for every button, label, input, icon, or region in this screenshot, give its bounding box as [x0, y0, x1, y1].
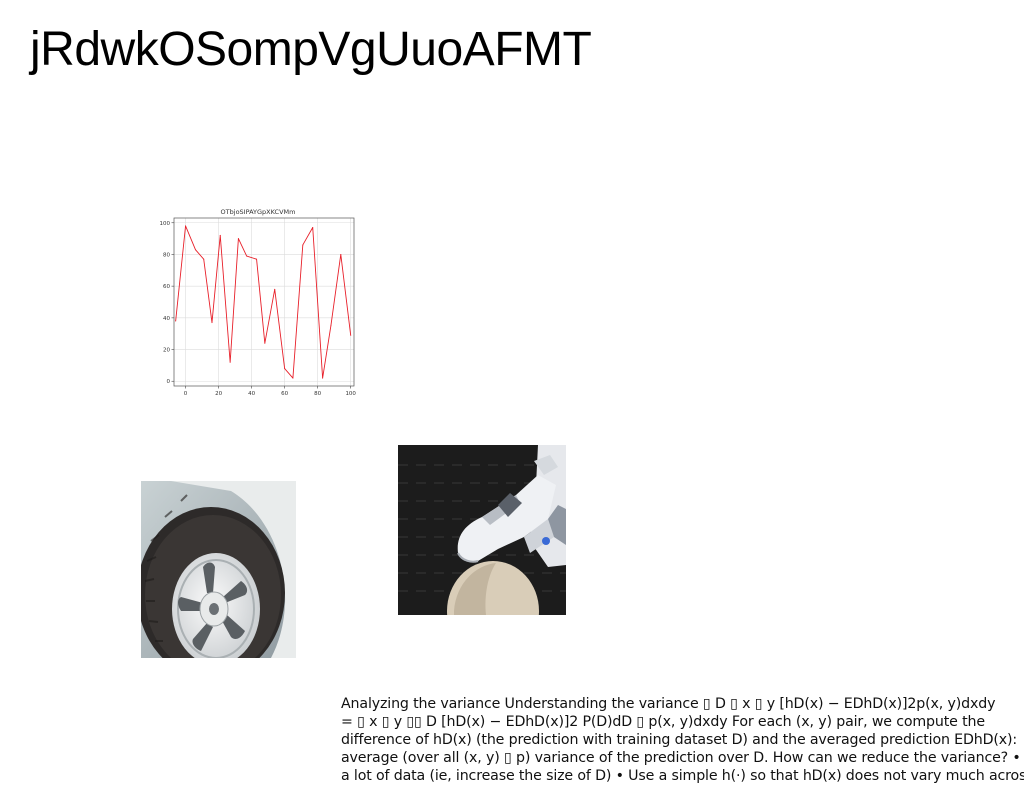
car-tire-image: [141, 481, 296, 658]
data-point: [219, 234, 221, 236]
y-tick-label: 0: [167, 379, 171, 385]
y-tick-label: 60: [163, 284, 170, 290]
x-tick-label: 80: [314, 391, 321, 397]
x-tick-label: 40: [248, 391, 255, 397]
x-tick-label: 60: [281, 391, 288, 397]
slide-title: jRdwkOSompVgUuoAFMT: [30, 23, 592, 76]
data-point: [350, 334, 352, 336]
slide-body-text: Analyzing the variance Understanding the…: [341, 695, 1024, 788]
plot-frame: [173, 217, 355, 387]
chart-title: OTbjoSIPAYGpXKCVMm: [221, 208, 296, 216]
data-point: [229, 361, 231, 363]
car-tire-icon: [141, 481, 296, 658]
data-point: [284, 368, 286, 370]
body-line: a lot of data (ie, increase the size of …: [341, 768, 1024, 784]
robot-hand-image: [398, 445, 566, 615]
y-tick-label: 20: [163, 348, 170, 354]
body-line: Analyzing the variance Understanding the…: [341, 696, 996, 712]
line-chart: OTbjoSIPAYGpXKCVMm 0 20 40 60 80 100 0 20 40 60 80…: [158, 204, 358, 402]
data-point: [256, 258, 258, 260]
x-tick-label: 100: [345, 391, 356, 397]
data-point: [237, 238, 239, 240]
data-point: [211, 322, 213, 324]
series-line: [175, 225, 352, 379]
data-point: [322, 377, 324, 379]
data-point: [330, 325, 332, 327]
data-point: [292, 377, 294, 379]
plot-area: [174, 218, 354, 386]
y-tick-label: 100: [160, 221, 171, 227]
robot-hand-icon: [398, 445, 566, 615]
data-point: [312, 227, 314, 229]
data-point: [175, 320, 177, 322]
y-tick-label: 80: [163, 252, 170, 258]
data-point: [185, 225, 187, 227]
body-line: difference of hD(x) (the prediction with…: [341, 732, 1018, 748]
data-point: [264, 342, 266, 344]
body-line: = ▯ x ▯ y ▯▯ D [hD(x) − EDhD(x)]2 P(D)dD…: [341, 714, 985, 730]
x-tick-label: 20: [215, 391, 222, 397]
data-point: [203, 258, 205, 260]
data-point: [302, 244, 304, 246]
x-tick-label: 0: [184, 391, 188, 397]
data-point: [194, 249, 196, 251]
data-point: [246, 255, 248, 257]
body-line: average (over all (x, y) ▯ p) variance o…: [341, 750, 1021, 766]
y-tick-label: 40: [163, 316, 170, 322]
line-chart-svg: OTbjoSIPAYGpXKCVMm 0 20 40 60 80 100 0 20 40 60 80…: [160, 208, 357, 397]
data-point: [274, 288, 276, 290]
data-point: [340, 253, 342, 255]
